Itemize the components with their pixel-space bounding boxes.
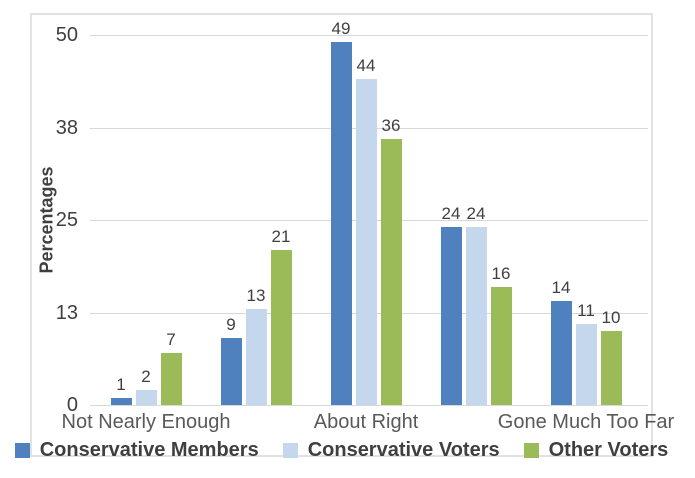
bar-value-label: 1 bbox=[116, 375, 126, 394]
y-tick-label: 0 bbox=[66, 394, 78, 416]
bar bbox=[271, 250, 292, 405]
legend-label: Conservative Voters bbox=[307, 439, 500, 461]
bar-value-label: 10 bbox=[601, 308, 621, 327]
legend-item-conservative-voters: Conservative Voters bbox=[282, 439, 500, 462]
x-axis-label: Gone Much Too Far bbox=[497, 411, 675, 433]
legend-swatch-icon bbox=[282, 443, 298, 458]
bar bbox=[136, 390, 157, 405]
legend-swatch-icon bbox=[14, 443, 30, 458]
legend-swatch-icon bbox=[523, 443, 539, 458]
bar-value-label: 21 bbox=[271, 227, 291, 246]
bar-value-label: 49 bbox=[331, 19, 351, 38]
bar-value-label: 11 bbox=[577, 301, 595, 320]
bar bbox=[381, 139, 402, 405]
bar-value-label: 44 bbox=[356, 56, 376, 75]
y-tick-label: 25 bbox=[55, 209, 78, 231]
legend: Conservative Members Conservative Voters… bbox=[14, 439, 668, 462]
bar-value-label: 36 bbox=[381, 116, 401, 135]
bar bbox=[576, 324, 597, 405]
bar-value-label: 9 bbox=[226, 315, 236, 334]
bar bbox=[161, 353, 182, 405]
bar-value-label: 2 bbox=[141, 367, 151, 386]
bar bbox=[246, 309, 267, 405]
bar bbox=[356, 79, 377, 405]
bar-value-label: 24 bbox=[441, 204, 461, 223]
chart-frame: Percentages Conservative Members Conserv… bbox=[14, 13, 674, 461]
bar-value-label: 13 bbox=[246, 286, 266, 305]
bar bbox=[491, 287, 512, 405]
y-tick-label: 13 bbox=[55, 302, 78, 324]
bar bbox=[551, 301, 572, 405]
legend-item-conservative-members: Conservative Members bbox=[14, 439, 259, 462]
gridline bbox=[90, 405, 648, 406]
legend-item-other-voters: Other Voters bbox=[523, 439, 669, 462]
bar bbox=[111, 398, 132, 405]
bar-value-label: 7 bbox=[166, 330, 176, 349]
bar bbox=[466, 227, 487, 405]
bar bbox=[221, 338, 242, 405]
legend-label: Other Voters bbox=[548, 439, 669, 461]
x-axis-label: About Right bbox=[313, 411, 419, 433]
bar bbox=[331, 42, 352, 405]
bar-value-label: 24 bbox=[466, 204, 486, 223]
bar-value-label: 14 bbox=[551, 278, 571, 297]
x-axis-label: Not Nearly Enough bbox=[61, 411, 231, 433]
y-tick-label: 38 bbox=[55, 117, 78, 139]
legend-label: Conservative Members bbox=[39, 439, 259, 461]
bar bbox=[601, 331, 622, 405]
bar bbox=[441, 227, 462, 405]
gridline bbox=[90, 35, 648, 36]
y-tick-label: 50 bbox=[55, 24, 78, 46]
bar-value-label: 16 bbox=[491, 264, 511, 283]
